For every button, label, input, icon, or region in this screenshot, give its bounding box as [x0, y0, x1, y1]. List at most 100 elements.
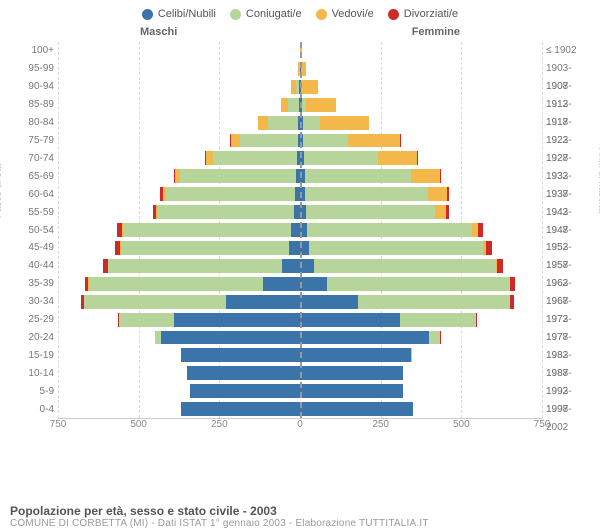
segment-single [174, 313, 300, 327]
female-bar [300, 348, 542, 362]
x-tick: 750 [50, 419, 67, 430]
segment-single [263, 277, 300, 291]
legend-item: Coniugati/e [230, 8, 302, 20]
y-tick-left: 40-44 [10, 257, 54, 275]
y-tick-right: 1928-1932 [546, 150, 590, 168]
male-bar [58, 402, 300, 416]
chart-title: Popolazione per età, sesso e stato civil… [10, 504, 590, 518]
segment-married [305, 187, 428, 201]
segment-single [300, 402, 413, 416]
center-line [300, 42, 302, 418]
y-tick-right: 1958-1962 [546, 257, 590, 275]
segment-single [300, 277, 327, 291]
y-tick-left: 75-79 [10, 132, 54, 150]
female-bar [300, 44, 542, 58]
segment-married [268, 116, 299, 130]
male-bar [58, 116, 300, 130]
female-bar [300, 402, 542, 416]
segment-married [119, 313, 174, 327]
segment-widowed [428, 187, 447, 201]
segment-married [108, 259, 282, 273]
segment-single [300, 331, 429, 345]
female-bar [300, 134, 542, 148]
y-tick-left: 30-34 [10, 293, 54, 311]
y-tick-right: 1938-1942 [546, 186, 590, 204]
y-tick-left: 45-49 [10, 239, 54, 257]
y-tick-right: 1973-1977 [546, 311, 590, 329]
female-bar [300, 80, 542, 94]
segment-widowed [378, 151, 417, 165]
x-tick: 500 [453, 419, 470, 430]
segment-divorced [476, 313, 477, 327]
legend: Celibi/NubiliConiugati/eVedovi/eDivorzia… [10, 8, 590, 20]
y-tick-left: 10-14 [10, 365, 54, 383]
segment-married [303, 116, 321, 130]
segment-married [358, 295, 510, 309]
x-axis: 7505002500250500750 [58, 419, 542, 437]
male-bar [58, 205, 300, 219]
female-bar [300, 205, 542, 219]
chart-subtitle: COMUNE DI CORBETTA (MI) - Dati ISTAT 1° … [10, 518, 590, 529]
male-bar [58, 44, 300, 58]
male-bar [58, 366, 300, 380]
segment-divorced [486, 241, 491, 255]
legend-item: Divorziati/e [388, 8, 458, 20]
y-tick-right: 1963-1967 [546, 275, 590, 293]
y-tick-left: 20-24 [10, 329, 54, 347]
segment-single [181, 348, 300, 362]
x-tick: 250 [372, 419, 389, 430]
female-bar [300, 223, 542, 237]
y-tick-left: 0-4 [10, 401, 54, 419]
segment-single [187, 366, 300, 380]
legend-label: Divorziati/e [404, 8, 458, 20]
y-tick-right: 1923-1927 [546, 132, 590, 150]
female-bar [300, 116, 542, 130]
male-bar [58, 134, 300, 148]
segment-single [300, 348, 411, 362]
x-tick: 0 [297, 419, 303, 430]
female-bar [300, 384, 542, 398]
female-bar [300, 277, 542, 291]
segment-married [123, 223, 291, 237]
female-bar [300, 98, 542, 112]
y-tick-right: 1988-1992 [546, 365, 590, 383]
female-bar [300, 62, 542, 76]
male-label: Maschi [140, 26, 177, 38]
segment-widowed [302, 80, 318, 94]
y-tick-right: ≤ 1902 [546, 42, 590, 60]
segment-single [300, 295, 358, 309]
segment-widowed [281, 98, 288, 112]
male-bar [58, 151, 300, 165]
segment-married [303, 134, 348, 148]
y-tick-left: 60-64 [10, 186, 54, 204]
y-tick-right: 1933-1937 [546, 168, 590, 186]
segment-married [327, 277, 509, 291]
female-bar [300, 366, 542, 380]
segment-married [305, 169, 411, 183]
segment-single [190, 384, 300, 398]
female-bar [300, 259, 542, 273]
segment-divorced [510, 295, 514, 309]
segment-single [226, 295, 300, 309]
y-tick-left: 15-19 [10, 347, 54, 365]
male-bar [58, 223, 300, 237]
segment-single [300, 259, 314, 273]
y-tick-right: 1943-1947 [546, 204, 590, 222]
y-tick-left: 95-99 [10, 60, 54, 78]
male-bar [58, 169, 300, 183]
segment-single [291, 223, 300, 237]
legend-swatch [230, 9, 241, 20]
legend-label: Coniugati/e [246, 8, 302, 20]
segment-divorced [447, 187, 449, 201]
segment-single [300, 313, 400, 327]
legend-label: Celibi/Nubili [158, 8, 216, 20]
segment-widowed [231, 134, 240, 148]
segment-single [161, 331, 300, 345]
y-tick-left: 5-9 [10, 383, 54, 401]
x-tick: 750 [534, 419, 551, 430]
male-bar [58, 80, 300, 94]
y-tick-left: 50-54 [10, 222, 54, 240]
segment-married [89, 277, 263, 291]
y-tick-right: 1998-2002 [546, 401, 590, 419]
male-bar [58, 348, 300, 362]
